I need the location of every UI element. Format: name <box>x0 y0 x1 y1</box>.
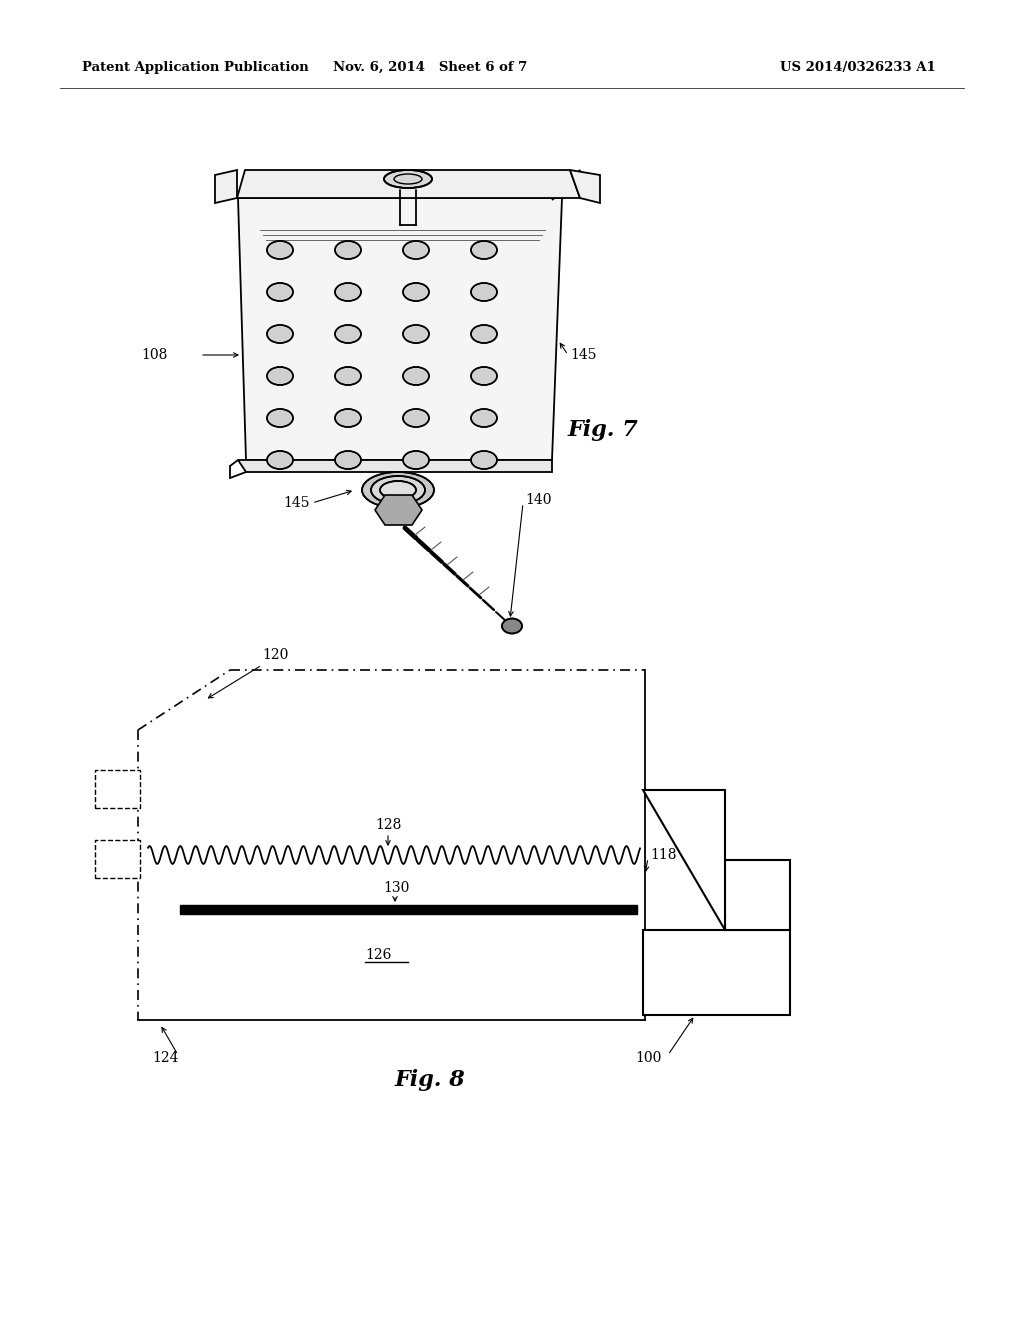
Ellipse shape <box>362 473 434 508</box>
Text: 108: 108 <box>141 348 168 362</box>
Ellipse shape <box>403 367 429 385</box>
Bar <box>180 906 637 913</box>
Polygon shape <box>237 170 580 198</box>
Text: 145: 145 <box>284 496 310 510</box>
Ellipse shape <box>267 367 293 385</box>
Polygon shape <box>570 170 600 203</box>
Text: 140: 140 <box>525 492 552 507</box>
Ellipse shape <box>267 409 293 426</box>
Polygon shape <box>375 495 422 525</box>
Ellipse shape <box>403 242 429 259</box>
Ellipse shape <box>335 325 361 343</box>
Polygon shape <box>238 198 562 459</box>
Ellipse shape <box>267 242 293 259</box>
Polygon shape <box>643 789 725 931</box>
Text: 118: 118 <box>650 847 677 862</box>
Ellipse shape <box>335 282 361 301</box>
Ellipse shape <box>403 325 429 343</box>
Ellipse shape <box>403 282 429 301</box>
Polygon shape <box>552 170 580 201</box>
Text: Patent Application Publication: Patent Application Publication <box>82 61 309 74</box>
Bar <box>725 861 790 931</box>
Text: 130: 130 <box>383 880 410 895</box>
Ellipse shape <box>380 480 416 499</box>
Ellipse shape <box>267 451 293 469</box>
Polygon shape <box>215 170 237 203</box>
Text: Nov. 6, 2014   Sheet 6 of 7: Nov. 6, 2014 Sheet 6 of 7 <box>333 61 527 74</box>
Text: 124: 124 <box>152 1051 178 1065</box>
Ellipse shape <box>471 451 497 469</box>
Text: 120: 120 <box>262 648 289 663</box>
Bar <box>643 931 790 1015</box>
Ellipse shape <box>403 451 429 469</box>
Bar <box>95 840 140 878</box>
Ellipse shape <box>471 325 497 343</box>
Text: 145: 145 <box>570 348 597 362</box>
Ellipse shape <box>403 409 429 426</box>
Ellipse shape <box>335 451 361 469</box>
Text: 100: 100 <box>635 1051 662 1065</box>
Ellipse shape <box>471 367 497 385</box>
Ellipse shape <box>267 282 293 301</box>
Ellipse shape <box>267 325 293 343</box>
Ellipse shape <box>335 409 361 426</box>
Ellipse shape <box>335 242 361 259</box>
Text: US 2014/0326233 A1: US 2014/0326233 A1 <box>780 61 936 74</box>
Text: 128: 128 <box>375 818 401 832</box>
Ellipse shape <box>371 477 425 504</box>
Bar <box>95 770 140 808</box>
Polygon shape <box>238 459 552 473</box>
Text: 126: 126 <box>365 948 391 962</box>
Ellipse shape <box>471 409 497 426</box>
Ellipse shape <box>502 619 522 634</box>
Ellipse shape <box>471 242 497 259</box>
Text: Fig. 7: Fig. 7 <box>568 418 639 441</box>
Ellipse shape <box>335 367 361 385</box>
Text: Fig. 8: Fig. 8 <box>394 1069 465 1092</box>
Ellipse shape <box>384 170 432 187</box>
Ellipse shape <box>471 282 497 301</box>
